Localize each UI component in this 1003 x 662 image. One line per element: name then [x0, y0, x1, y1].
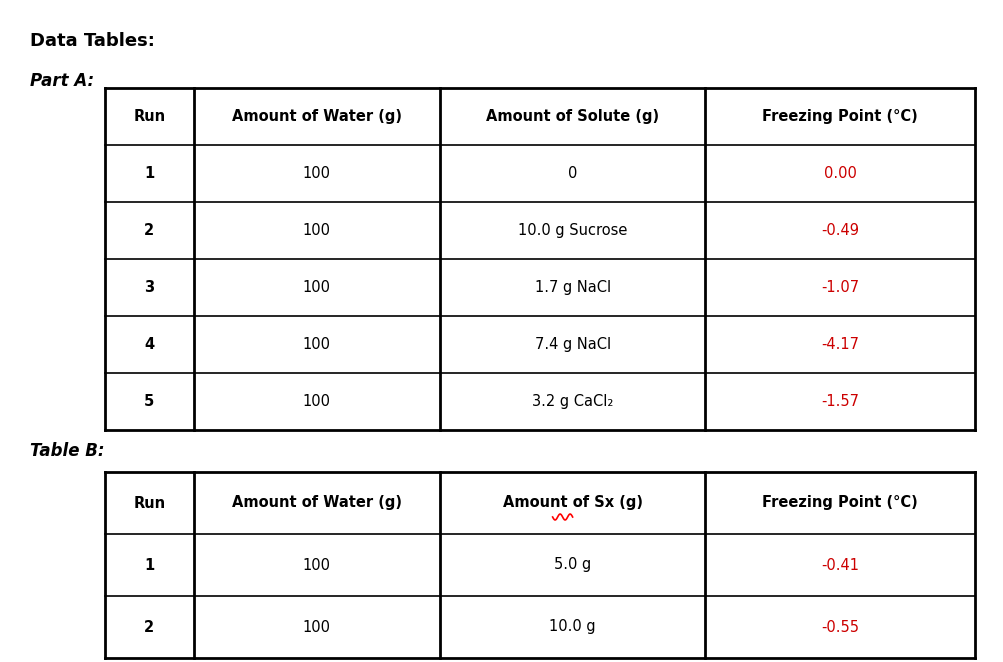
Text: 0: 0 — [568, 166, 577, 181]
Text: 100: 100 — [303, 394, 331, 409]
Text: Freezing Point (°C): Freezing Point (°C) — [761, 495, 917, 510]
Text: -1.57: -1.57 — [820, 394, 859, 409]
Text: -0.41: -0.41 — [820, 557, 859, 573]
Text: Run: Run — [133, 495, 165, 510]
Text: Amount of Solute (g): Amount of Solute (g) — [485, 109, 659, 124]
Text: 5: 5 — [144, 394, 154, 409]
Text: 3: 3 — [144, 280, 154, 295]
Text: 10.0 g: 10.0 g — [549, 620, 596, 634]
Text: 5.0 g: 5.0 g — [554, 557, 591, 573]
Text: 1: 1 — [144, 166, 154, 181]
Text: 100: 100 — [303, 280, 331, 295]
Text: Amount of Water (g): Amount of Water (g) — [232, 495, 401, 510]
Text: Run: Run — [133, 109, 165, 124]
Text: -0.49: -0.49 — [820, 223, 859, 238]
Text: -1.07: -1.07 — [820, 280, 859, 295]
Text: 1.7 g NaCl: 1.7 g NaCl — [534, 280, 610, 295]
Text: 1: 1 — [144, 557, 154, 573]
Text: 100: 100 — [303, 557, 331, 573]
Text: 3.2 g CaCl₂: 3.2 g CaCl₂ — [532, 394, 613, 409]
Text: 100: 100 — [303, 620, 331, 634]
Text: Amount of Sx (g): Amount of Sx (g) — [503, 495, 642, 510]
Text: Table B:: Table B: — [30, 442, 104, 460]
Text: Amount of Water (g): Amount of Water (g) — [232, 109, 401, 124]
Text: 2: 2 — [144, 620, 154, 634]
Text: 100: 100 — [303, 166, 331, 181]
Text: 100: 100 — [303, 223, 331, 238]
Text: 7.4 g NaCl: 7.4 g NaCl — [534, 337, 610, 352]
Text: Freezing Point (°C): Freezing Point (°C) — [761, 109, 917, 124]
Bar — [105, 472, 974, 658]
Text: 4: 4 — [144, 337, 154, 352]
Text: 10.0 g Sucrose: 10.0 g Sucrose — [518, 223, 627, 238]
Text: 2: 2 — [144, 223, 154, 238]
Text: Part A:: Part A: — [30, 72, 94, 90]
Text: 100: 100 — [303, 337, 331, 352]
Text: Data Tables:: Data Tables: — [30, 32, 154, 50]
Text: -0.55: -0.55 — [820, 620, 859, 634]
Text: 0.00: 0.00 — [822, 166, 856, 181]
Bar — [105, 88, 974, 430]
Text: -4.17: -4.17 — [820, 337, 859, 352]
